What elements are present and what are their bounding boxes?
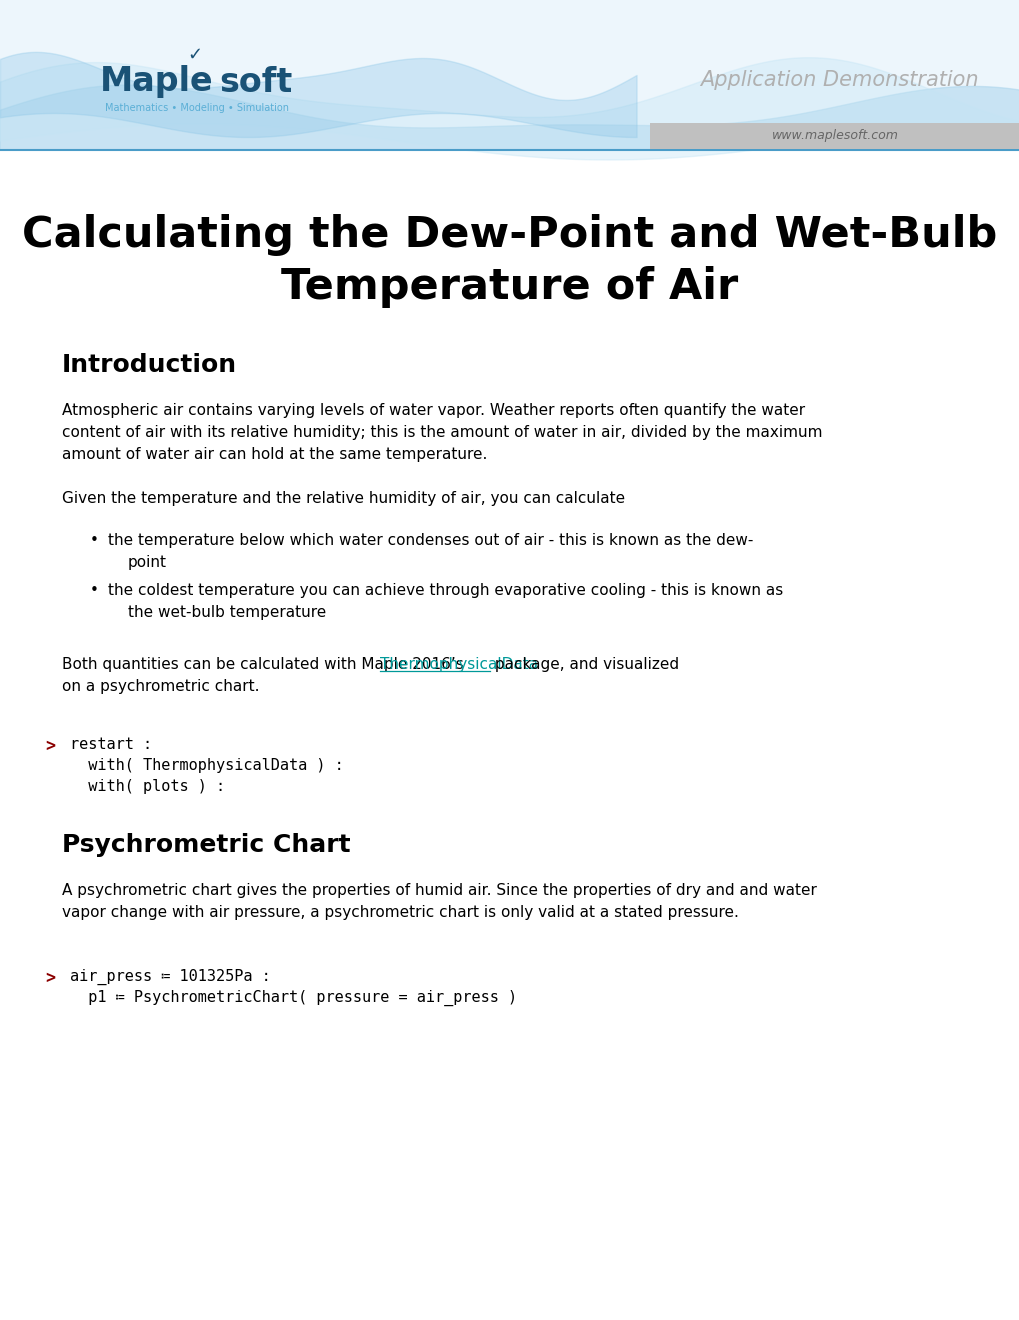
Text: •: • (90, 533, 99, 548)
Text: on a psychrometric chart.: on a psychrometric chart. (62, 678, 259, 694)
Text: Given the temperature and the relative humidity of air, you can calculate: Given the temperature and the relative h… (62, 491, 625, 506)
Text: •: • (90, 583, 99, 598)
Text: >: > (45, 969, 55, 987)
Text: Atmospheric air contains varying levels of water vapor. Weather reports often qu: Atmospheric air contains varying levels … (62, 403, 804, 418)
Text: Temperature of Air: Temperature of Air (281, 267, 738, 308)
Text: amount of water air can hold at the same temperature.: amount of water air can hold at the same… (62, 447, 487, 462)
Text: Introduction: Introduction (62, 352, 236, 378)
Text: p1 ≔ PsychrometricChart( pressure = air_press ): p1 ≔ PsychrometricChart( pressure = air_… (70, 990, 517, 1006)
FancyBboxPatch shape (649, 123, 1019, 149)
Text: Maple: Maple (100, 66, 213, 99)
Text: restart :: restart : (70, 737, 152, 752)
Text: the temperature below which water condenses out of air - this is known as the de: the temperature below which water conden… (108, 533, 753, 548)
Text: with( plots ) :: with( plots ) : (70, 779, 225, 795)
Text: content of air with its relative humidity; this is the amount of water in air, d: content of air with its relative humidit… (62, 425, 821, 440)
Text: Application Demonstration: Application Demonstration (699, 70, 977, 90)
Text: Calculating the Dew-Point and Wet-Bulb: Calculating the Dew-Point and Wet-Bulb (22, 214, 997, 256)
Text: A psychrometric chart gives the properties of humid air. Since the properties of: A psychrometric chart gives the properti… (62, 883, 816, 898)
Text: point: point (127, 554, 167, 570)
Text: the coldest temperature you can achieve through evaporative cooling - this is kn: the coldest temperature you can achieve … (108, 583, 783, 598)
Text: >: > (45, 737, 55, 755)
FancyBboxPatch shape (0, 0, 1019, 150)
Text: with( ThermophysicalData ) :: with( ThermophysicalData ) : (70, 758, 343, 774)
Text: soft: soft (219, 66, 292, 99)
Text: Both quantities can be calculated with Maple 2016’s: Both quantities can be calculated with M… (62, 657, 468, 672)
Text: vapor change with air pressure, a psychrometric chart is only valid at a stated : vapor change with air pressure, a psychr… (62, 906, 738, 920)
Text: ✓: ✓ (187, 46, 203, 63)
Text: Psychrometric Chart: Psychrometric Chart (62, 833, 351, 857)
Text: www.maplesoft.com: www.maplesoft.com (770, 129, 898, 143)
Text: air_press ≔ 101325Pa :: air_press ≔ 101325Pa : (70, 969, 270, 985)
Text: ThermophysicalData: ThermophysicalData (380, 657, 538, 672)
Text: the wet-bulb temperature: the wet-bulb temperature (127, 605, 326, 620)
Text: package, and visualized: package, and visualized (490, 657, 679, 672)
Text: Mathematics • Modeling • Simulation: Mathematics • Modeling • Simulation (105, 103, 288, 114)
